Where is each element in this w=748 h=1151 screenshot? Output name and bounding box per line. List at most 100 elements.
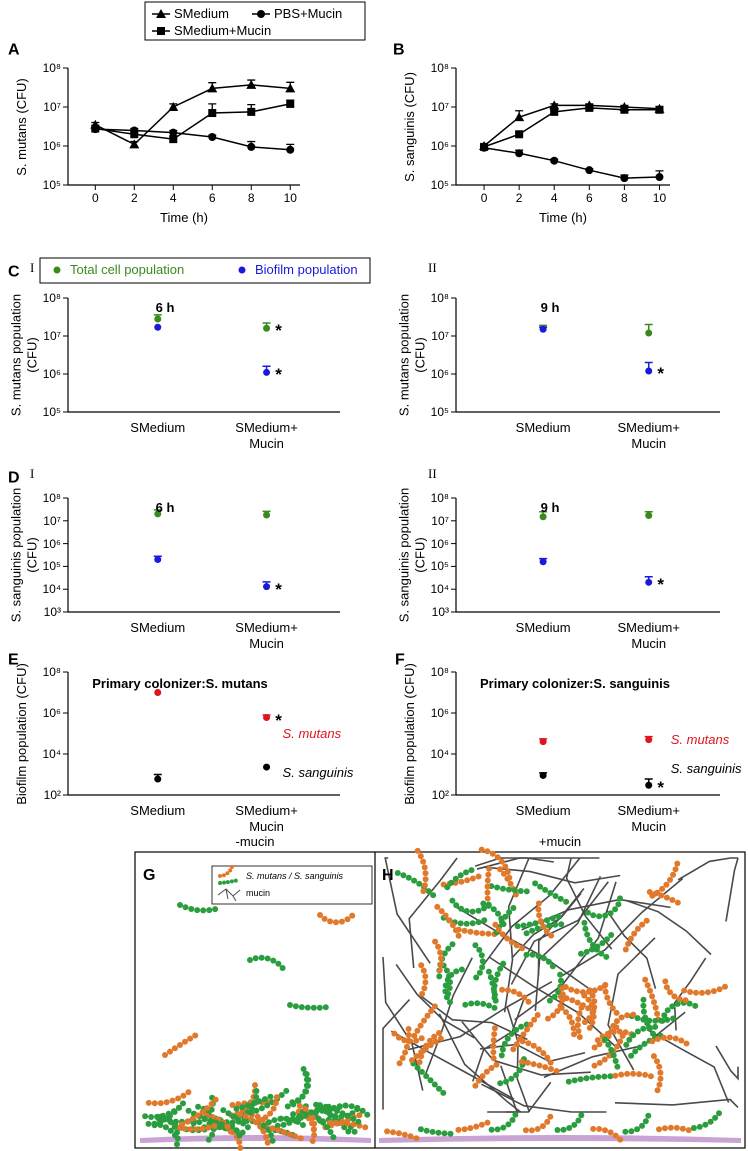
bacterium <box>151 1100 158 1107</box>
bacterium <box>290 1111 297 1118</box>
bacteria-chain <box>522 1113 554 1134</box>
bacterium <box>485 968 492 975</box>
bacterium <box>667 876 673 883</box>
bacterium <box>418 1035 425 1042</box>
marker <box>263 763 271 771</box>
bacterium <box>499 1046 506 1053</box>
bacterium <box>443 994 450 1001</box>
bacterium <box>555 913 562 920</box>
bacterium <box>535 900 542 907</box>
bacterium <box>554 1127 561 1133</box>
bacterium <box>447 1130 454 1137</box>
bacterium <box>309 1114 316 1121</box>
bacterium <box>356 1112 363 1119</box>
bacterium <box>311 1132 318 1139</box>
bacteria-chain <box>162 1032 199 1058</box>
bacterium <box>534 1012 541 1018</box>
bacterium <box>519 1038 526 1045</box>
bacterium <box>613 1024 620 1031</box>
bacterium <box>444 884 451 891</box>
bacterium <box>145 1120 152 1127</box>
bacteria-chain <box>523 951 556 970</box>
bacterium <box>634 925 641 932</box>
bacterium <box>547 1059 554 1066</box>
bacterium <box>472 942 479 949</box>
bacterium <box>322 1004 329 1011</box>
bacterium <box>432 1038 439 1045</box>
mucin-fiber <box>479 1043 586 1063</box>
bacterium <box>177 902 183 908</box>
bacterium <box>661 1012 668 1019</box>
bacterium <box>707 1118 714 1125</box>
bacterium <box>520 922 527 929</box>
bacterium <box>476 969 483 976</box>
bacterium <box>458 878 465 885</box>
bacteria-chain <box>142 1104 182 1120</box>
bacterium <box>342 1102 349 1109</box>
marker <box>539 513 547 521</box>
bacterium <box>413 1037 420 1044</box>
bacterium <box>678 1037 685 1044</box>
bacterium <box>502 863 509 870</box>
bacterium <box>275 960 282 967</box>
bacterium <box>480 900 487 907</box>
marker <box>247 142 256 151</box>
bacterium <box>409 1057 415 1064</box>
mucin-fiber <box>474 857 554 867</box>
bacterium <box>565 1078 572 1085</box>
y-tick-label: 10³ <box>431 604 449 619</box>
bacterium <box>350 1115 357 1122</box>
bacterium <box>608 1046 615 1053</box>
bacterium <box>430 892 437 899</box>
bacterium <box>547 1113 554 1120</box>
marker <box>154 689 162 696</box>
bacterium <box>264 955 271 962</box>
bacterium <box>181 1125 188 1132</box>
bacterium <box>201 1115 208 1122</box>
marker <box>154 556 162 564</box>
bacterium <box>251 1099 258 1106</box>
bacterium <box>712 1114 719 1121</box>
bacterium <box>242 1113 249 1120</box>
bacterium <box>642 976 649 983</box>
bacterium <box>324 1124 331 1131</box>
bacterium <box>300 1122 306 1128</box>
bacterium <box>297 1114 304 1121</box>
bacterium <box>463 908 470 914</box>
y-axis-label: S. mutans (CFU) <box>14 77 30 176</box>
bacterium <box>602 1127 608 1134</box>
bacterium <box>613 1009 620 1016</box>
bacterium <box>590 1125 597 1132</box>
marker <box>286 99 295 108</box>
bacterium <box>279 965 286 971</box>
bacterium <box>240 1120 247 1127</box>
bacterium <box>536 1062 543 1069</box>
bacterium <box>590 942 596 948</box>
bacterium <box>605 1041 612 1048</box>
bacterium <box>257 1117 264 1124</box>
bacterium <box>652 1023 659 1030</box>
bacterium <box>469 875 476 882</box>
x-tick-label: SMedium <box>515 620 571 635</box>
x-tick-label: SMedium+ Mucin <box>617 420 680 451</box>
mucin-fiber <box>606 909 657 989</box>
bacterium <box>338 1120 345 1126</box>
bacterium <box>464 877 471 884</box>
bacterium <box>230 864 234 869</box>
bacterium <box>542 1064 549 1071</box>
marker <box>645 578 653 586</box>
bacterium <box>316 1004 323 1011</box>
bacterium <box>555 989 562 996</box>
bacteria-chain <box>584 895 623 920</box>
bacterium <box>296 1103 303 1109</box>
mucin-fiber <box>715 1045 739 1081</box>
bacterium <box>484 883 491 890</box>
chart-subtitle: 9 h <box>540 300 560 316</box>
y-axis-label: Biofilm population (CFU) <box>14 662 30 805</box>
marker <box>620 174 629 183</box>
bacterium <box>612 906 619 913</box>
bacterium <box>199 1125 206 1132</box>
bacterium <box>292 1003 299 1010</box>
bacterium <box>591 987 598 994</box>
x-tick-label: 8 <box>621 190 628 205</box>
